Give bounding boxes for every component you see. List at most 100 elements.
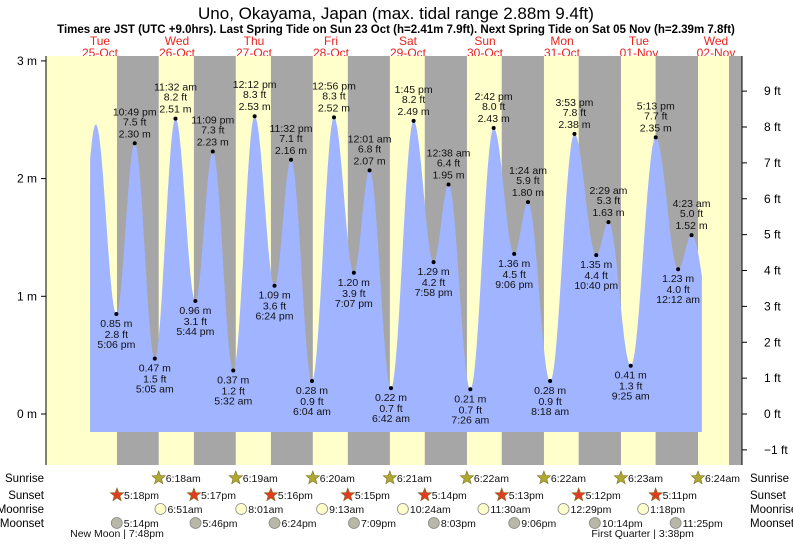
low-tide-meters: 0.37 m bbox=[217, 374, 249, 386]
left-tick-label: 0 m bbox=[17, 407, 37, 421]
moon-phase-label: New Moon | 7:48pm bbox=[70, 528, 164, 539]
left-tick-label: 3 m bbox=[17, 54, 37, 68]
high-tide-time: 12:38 am bbox=[427, 147, 471, 159]
right-tick-label: 7 ft bbox=[764, 156, 781, 170]
sunrise-icon bbox=[305, 470, 321, 485]
low-tide-point bbox=[272, 283, 277, 288]
low-tide-point bbox=[193, 299, 198, 304]
sunrise-icon bbox=[613, 470, 629, 485]
high-tide-time: 1:45 pm bbox=[395, 84, 433, 96]
sunset-row-label-right: Sunset bbox=[750, 490, 787, 502]
high-tide-meters: 2.30 m bbox=[119, 128, 151, 140]
high-tide-point bbox=[606, 220, 611, 225]
low-tide-time: 5:06 pm bbox=[97, 339, 135, 351]
moonset-icon bbox=[588, 517, 601, 529]
high-tide-time: 11:32 am bbox=[154, 82, 197, 94]
low-tide-meters: 1.20 m bbox=[338, 277, 370, 289]
moonrise-icon bbox=[396, 503, 409, 515]
low-tide-point bbox=[152, 356, 157, 361]
moonset-time: 6:24pm bbox=[282, 518, 317, 530]
right-tick-label: 1 ft bbox=[764, 371, 781, 385]
low-tide-feet: 4.2 ft bbox=[422, 277, 445, 289]
low-tide-point bbox=[231, 368, 236, 373]
moonset-icon bbox=[669, 517, 682, 529]
high-tide-meters: 2.07 m bbox=[354, 155, 386, 167]
low-tide-feet: 3.9 ft bbox=[342, 288, 365, 300]
low-tide-feet: 1.2 ft bbox=[222, 385, 245, 397]
low-tide-feet: 1.5 ft bbox=[143, 374, 166, 386]
low-tide-point bbox=[594, 253, 599, 258]
low-tide-point bbox=[388, 386, 393, 391]
low-tide-meters: 1.09 m bbox=[258, 290, 290, 302]
high-tide-point bbox=[525, 200, 530, 205]
moonset-icon bbox=[110, 517, 123, 529]
high-tide-time: 11:09 pm bbox=[191, 115, 234, 127]
high-tide-point bbox=[653, 135, 658, 140]
high-tide-point bbox=[331, 115, 336, 120]
high-tide-feet: 8.0 ft bbox=[482, 101, 505, 113]
right-tick-label: 3 ft bbox=[764, 299, 781, 313]
high-tide-feet: 7.7 ft bbox=[644, 110, 667, 122]
low-tide-meters: 0.85 m bbox=[100, 318, 132, 330]
moonset-time: 5:14pm bbox=[124, 518, 159, 530]
sunrise-icon bbox=[690, 470, 706, 485]
tide-curve-area bbox=[90, 116, 702, 433]
moonset-time: 8:03pm bbox=[441, 518, 476, 530]
sunrise-icon bbox=[382, 470, 398, 485]
high-tide-feet: 8.3 ft bbox=[243, 89, 266, 101]
low-tide-feet: 3.6 ft bbox=[263, 301, 286, 313]
high-tide-time: 12:12 pm bbox=[233, 79, 277, 91]
low-tide-time: 9:06 pm bbox=[495, 279, 533, 291]
sunrise-time: 6:22am bbox=[551, 473, 586, 485]
high-tide-feet: 7.1 ft bbox=[279, 133, 302, 145]
low-tide-time: 6:24 pm bbox=[256, 311, 294, 323]
day-name: Sun bbox=[474, 34, 495, 48]
high-tide-point bbox=[132, 141, 137, 146]
high-tide-point bbox=[446, 182, 451, 187]
moonset-row-label-right: Moonset bbox=[750, 518, 793, 530]
moonrise-row-label-right: Moonrise bbox=[750, 504, 793, 516]
low-tide-meters: 0.28 m bbox=[534, 385, 566, 397]
high-tide-feet: 7.3 ft bbox=[201, 125, 224, 137]
low-tide-time: 7:07 pm bbox=[335, 298, 373, 310]
moonset-icon bbox=[508, 517, 521, 529]
low-tide-feet: 2.8 ft bbox=[105, 329, 128, 341]
sunrise-row-label-right: Sunrise bbox=[750, 473, 789, 485]
moonrise-time: 10:24am bbox=[410, 504, 451, 516]
low-tide-meters: 1.23 m bbox=[662, 273, 694, 285]
sunset-icon bbox=[571, 487, 587, 502]
sunset-time: 5:11pm bbox=[663, 490, 697, 502]
axes: 3 m 2 m 1 m 0 m 9 ft 8 ft 7 ft 6 ft 5 ft 4 ft 3 ft… bbox=[17, 54, 788, 465]
low-tide-feet: 4.5 ft bbox=[503, 269, 526, 281]
high-tide-point bbox=[252, 114, 257, 119]
moonset-icon bbox=[427, 517, 440, 529]
low-tide-feet: 0.7 ft bbox=[379, 403, 402, 415]
high-tide-meters: 1.63 m bbox=[592, 207, 624, 219]
low-tide-time: 5:44 pm bbox=[176, 326, 214, 338]
low-tide-point bbox=[309, 379, 314, 384]
high-tide-meters: 2.53 m bbox=[239, 101, 271, 113]
sunrise-time: 6:21am bbox=[397, 473, 432, 485]
high-tide-feet: 5.0 ft bbox=[680, 208, 703, 220]
sunset-icon bbox=[263, 487, 279, 502]
sunrise-time: 6:20am bbox=[320, 473, 355, 485]
high-tide-meters: 2.38 m bbox=[558, 119, 590, 131]
high-tide-point bbox=[210, 149, 215, 154]
moonrise-time: 8:01am bbox=[248, 504, 283, 516]
low-tide-time: 5:05 am bbox=[136, 384, 174, 396]
low-tide-point bbox=[351, 270, 356, 275]
high-tide-meters: 2.49 m bbox=[398, 106, 430, 118]
sunset-time: 5:15pm bbox=[355, 490, 390, 502]
sunrise-time: 6:24am bbox=[705, 473, 740, 485]
day-name: Sat bbox=[399, 34, 418, 48]
high-tide-meters: 2.35 m bbox=[640, 122, 672, 134]
sunset-icon bbox=[494, 487, 510, 502]
low-tide-meters: 0.41 m bbox=[615, 370, 647, 382]
moonrise-time: 11:30am bbox=[490, 504, 530, 516]
day-name: Thu bbox=[244, 34, 265, 48]
moonset-row-label-left: Moonset bbox=[0, 518, 45, 530]
low-tide-feet: 0.9 ft bbox=[300, 396, 323, 408]
right-tick-label: 8 ft bbox=[764, 120, 781, 134]
low-tide-feet: 4.4 ft bbox=[585, 270, 608, 282]
